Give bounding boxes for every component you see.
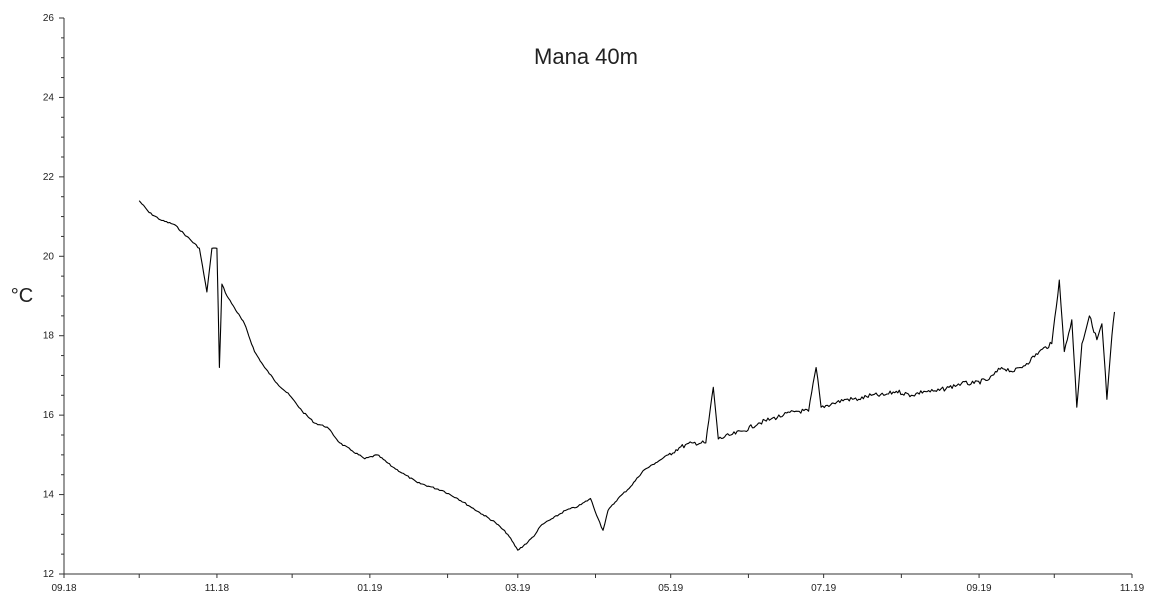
chart-title: Mana 40m <box>534 44 638 69</box>
y-tick-label: 24 <box>43 92 55 103</box>
x-tick-label: 09.18 <box>51 583 76 594</box>
series-line <box>138 200 1116 551</box>
tick-label-group: 12 14 16 18 20 22 24 26 09.18 11.18 01.19 03.19 05.1… <box>43 13 1145 594</box>
y-tick-label: 22 <box>43 172 55 183</box>
tick-group <box>59 17 1133 578</box>
y-tick-label: 16 <box>43 410 55 421</box>
y-tick-label: 18 <box>43 331 55 342</box>
x-tick-label: 07.19 <box>811 583 836 594</box>
axes <box>63 18 1132 575</box>
x-tick-label: 05.19 <box>658 583 683 594</box>
x-tick-label: 01.19 <box>357 583 382 594</box>
y-tick-label: 26 <box>43 13 55 24</box>
x-tick-label: 11.19 <box>1120 583 1145 594</box>
x-tick-label: 11.18 <box>205 583 230 594</box>
x-tick-label: 09.19 <box>967 583 992 594</box>
y-tick-label: 14 <box>43 490 55 501</box>
y-tick-label: 12 <box>43 569 55 580</box>
y-axis-label: °C <box>11 285 33 307</box>
x-tick-label: 03.19 <box>505 583 530 594</box>
y-tick-label: 20 <box>43 251 55 262</box>
